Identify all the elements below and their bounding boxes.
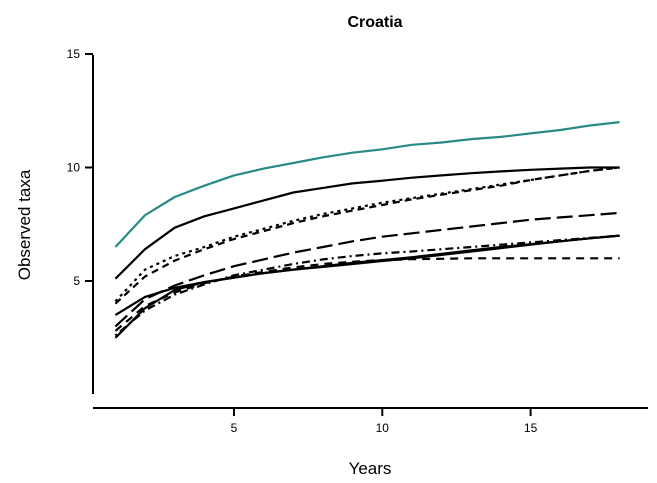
series-layer	[114, 121, 620, 339]
x-axis-label: Years	[349, 459, 392, 478]
y-tick-label: 10	[67, 161, 81, 175]
series-line-6	[114, 234, 620, 317]
y-tick-label: 15	[67, 47, 81, 61]
y-ticks: 5 10 15	[67, 47, 93, 288]
x-tick-label: 15	[524, 421, 538, 435]
y-axis-label: Observed taxa	[15, 169, 34, 280]
x-ticks: 5 10 15	[231, 408, 538, 435]
series-line-7	[114, 234, 620, 337]
series-line-5	[114, 211, 620, 328]
x-tick-label: 5	[231, 421, 238, 435]
series-line-9	[114, 234, 620, 339]
series-line-2	[114, 166, 620, 280]
series-line-4	[114, 166, 620, 305]
chart-title: Croatia	[347, 14, 402, 31]
x-tick-label: 10	[376, 421, 390, 435]
series-line-1	[114, 121, 620, 248]
series-line-8	[114, 257, 620, 332]
y-tick-label: 5	[73, 274, 80, 288]
series-line-3	[114, 166, 620, 303]
